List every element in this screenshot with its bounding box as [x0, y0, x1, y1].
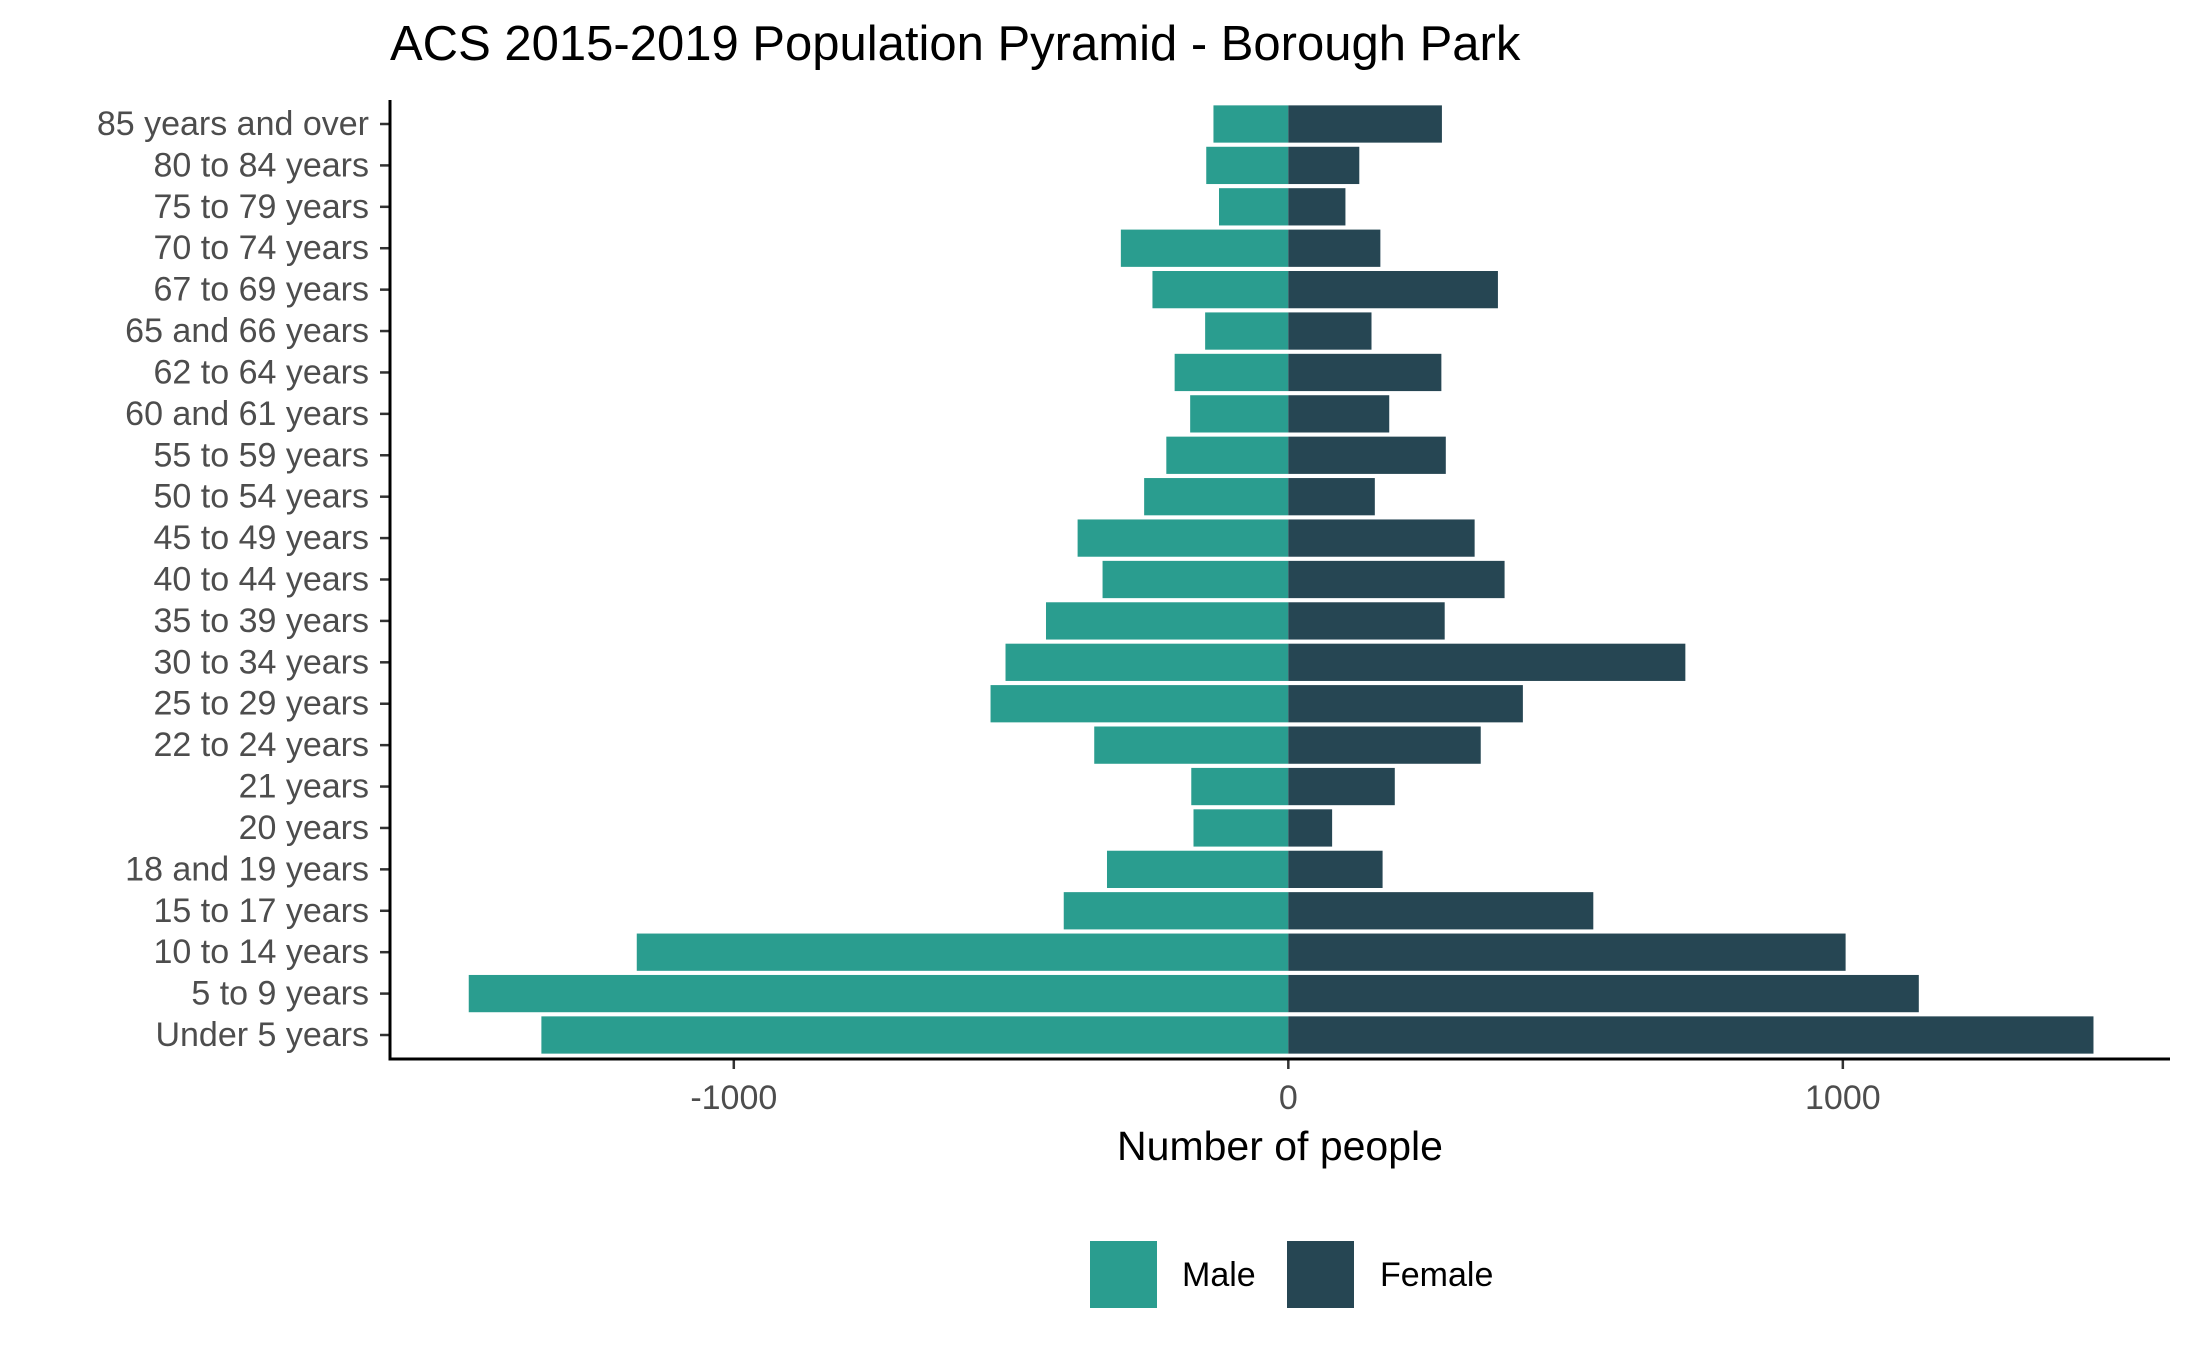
y-tick-label: 35 to 39 years: [154, 602, 369, 640]
y-tick-label: 5 to 9 years: [191, 975, 369, 1013]
legend-label-male: Male: [1182, 1256, 1256, 1294]
bar-female-5-to-9-years: [1288, 974, 1919, 1013]
bar-female-30-to-34-years: [1288, 643, 1686, 681]
bar-male-22-to-24-years: [1094, 726, 1289, 764]
y-tick-label: 18 and 19 years: [125, 850, 369, 888]
y-tick-label: 75 to 79 years: [154, 188, 369, 226]
y-tick-label: 70 to 74 years: [154, 229, 369, 267]
bar-male-75-to-79-years: [1219, 188, 1289, 226]
bar-male-80-to-84-years: [1206, 146, 1289, 185]
bar-female-62-to-64-years: [1288, 353, 1442, 392]
y-tick-label: 67 to 69 years: [154, 271, 369, 309]
bar-female-35-to-39-years: [1288, 602, 1445, 640]
bar-male-55-to-59-years: [1166, 436, 1289, 474]
bar-female-21-years: [1288, 767, 1395, 806]
bar-male-60-and-61-years: [1190, 395, 1289, 433]
bar-female-22-to-24-years: [1288, 726, 1481, 764]
bar-male-85-years-and-over: [1213, 105, 1289, 143]
bar-male-45-to-49-years: [1077, 519, 1289, 557]
legend: Male Female: [1090, 1241, 1493, 1308]
x-tick-label: 1000: [1805, 1079, 1881, 1117]
y-tick-label: Under 5 years: [155, 1016, 369, 1054]
bar-male-21-years: [1191, 767, 1289, 806]
bar-female-45-to-49-years: [1288, 519, 1475, 557]
y-tick-label: 50 to 54 years: [154, 478, 369, 516]
bar-male-30-to-34-years: [1005, 643, 1289, 681]
bar-female-40-to-44-years: [1288, 560, 1505, 599]
bar-female-18-and-19-years: [1288, 850, 1383, 888]
x-tick-label: -1000: [690, 1079, 777, 1117]
y-tick-label: 85 years and over: [97, 105, 369, 143]
y-tick-label: 62 to 64 years: [154, 353, 369, 391]
bars-layer: [468, 105, 2094, 1054]
bar-female-80-to-84-years: [1288, 146, 1360, 185]
legend-label-female: Female: [1380, 1256, 1493, 1294]
y-tick-label: 25 to 29 years: [154, 685, 369, 723]
y-tick-label: 65 and 66 years: [125, 312, 369, 350]
bar-female-85-years-and-over: [1288, 105, 1442, 143]
bar-female-20-years: [1288, 809, 1333, 847]
y-tick-label: 55 to 59 years: [154, 436, 369, 474]
bar-male-65-and-66-years: [1205, 312, 1289, 350]
y-tick-label: 40 to 44 years: [154, 561, 369, 599]
bar-male-18-and-19-years: [1106, 850, 1289, 888]
x-tick-label: 0: [1279, 1079, 1298, 1117]
y-tick-label: 30 to 34 years: [154, 643, 369, 681]
y-tick-label: 45 to 49 years: [154, 519, 369, 557]
y-tick-label: 15 to 17 years: [154, 892, 369, 930]
y-tick-label: 20 years: [239, 809, 369, 847]
bar-female-70-to-74-years: [1288, 229, 1381, 267]
bar-female-55-to-59-years: [1288, 436, 1446, 474]
y-tick-label: 21 years: [239, 768, 369, 806]
bar-female-10-to-14-years: [1288, 933, 1846, 971]
y-tick-label: 60 and 61 years: [125, 395, 369, 433]
bar-male-40-to-44-years: [1102, 560, 1289, 599]
bar-female-50-to-54-years: [1288, 478, 1375, 516]
bar-male-15-to-17-years: [1063, 892, 1289, 930]
bar-female-75-to-79-years: [1288, 188, 1346, 226]
y-tick-label: 10 to 14 years: [154, 933, 369, 971]
bar-female-15-to-17-years: [1288, 892, 1594, 930]
bar-male-20-years: [1193, 809, 1289, 847]
bar-female-67-to-69-years: [1288, 271, 1498, 309]
x-axis-ticks: -1000 0 1000: [690, 1059, 1881, 1117]
bar-female-65-and-66-years: [1288, 312, 1372, 350]
bar-male-70-to-74-years: [1120, 229, 1289, 267]
bar-female-25-to-29-years: [1288, 685, 1523, 723]
bar-female-60-and-61-years: [1288, 395, 1390, 433]
bar-male-10-to-14-years: [636, 933, 1289, 971]
bar-male-50-to-54-years: [1144, 478, 1289, 516]
y-tick-label: 80 to 84 years: [154, 146, 369, 184]
bar-male-35-to-39-years: [1045, 602, 1289, 640]
bar-female-under-5-years: [1288, 1016, 2094, 1054]
legend-key-female: [1287, 1241, 1354, 1308]
bar-male-5-to-9-years: [468, 974, 1289, 1013]
bar-male-67-to-69-years: [1152, 271, 1289, 309]
x-axis-title: Number of people: [1117, 1123, 1443, 1169]
bar-male-25-to-29-years: [990, 685, 1289, 723]
y-tick-label: 22 to 24 years: [154, 726, 369, 764]
bar-male-62-to-64-years: [1174, 353, 1289, 392]
bar-male-under-5-years: [541, 1016, 1289, 1054]
chart-title: ACS 2015-2019 Population Pyramid - Borou…: [390, 17, 1521, 71]
legend-key-male: [1090, 1241, 1157, 1308]
